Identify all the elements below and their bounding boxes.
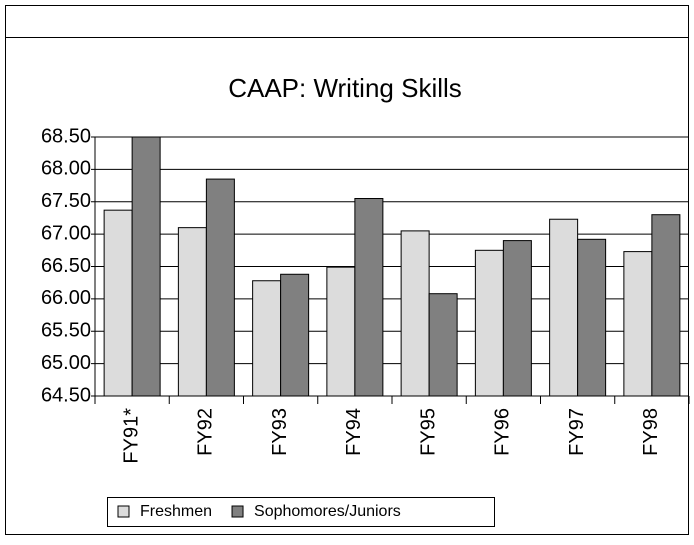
bar <box>502 240 532 397</box>
bar <box>651 214 681 397</box>
legend-label: Sophomores/Juniors <box>254 503 401 520</box>
x-tick-label: FY97 <box>566 408 588 456</box>
y-tick-label: 68.50 <box>41 125 91 147</box>
y-tick-label: 66.50 <box>41 255 91 277</box>
bar <box>103 209 133 397</box>
bar <box>280 273 310 397</box>
y-tick-label: 65.00 <box>41 352 91 374</box>
y-tick-label: 67.00 <box>41 222 91 244</box>
x-tick-label: FY94 <box>343 408 365 456</box>
legend-swatch <box>231 505 244 518</box>
bar <box>474 249 504 397</box>
bar <box>205 178 235 397</box>
bar <box>577 238 607 397</box>
chart-title: CAAP: Writing Skills <box>228 73 462 103</box>
y-tick-label: 64.50 <box>41 384 91 406</box>
bar <box>177 227 207 397</box>
y-tick-label: 66.00 <box>41 287 91 309</box>
x-tick-label: FY95 <box>417 408 439 456</box>
bar <box>623 251 653 397</box>
x-tick-label: FY96 <box>492 408 514 456</box>
bar <box>252 280 282 397</box>
bar <box>400 230 430 397</box>
x-tick-label: FY93 <box>269 408 291 456</box>
y-tick-label: 65.50 <box>41 320 91 342</box>
legend <box>107 497 495 527</box>
x-tick-label: FY92 <box>195 408 217 456</box>
bar <box>354 198 384 397</box>
bar <box>549 218 579 397</box>
x-tick-label: FY91* <box>120 408 142 464</box>
legend-swatch <box>117 505 130 518</box>
y-tick-label: 68.00 <box>41 158 91 180</box>
bar <box>326 266 356 397</box>
legend-label: Freshmen <box>140 503 212 520</box>
bar <box>428 293 458 397</box>
bar <box>131 136 161 397</box>
y-tick-label: 67.50 <box>41 190 91 212</box>
x-tick-label: FY98 <box>640 408 662 456</box>
